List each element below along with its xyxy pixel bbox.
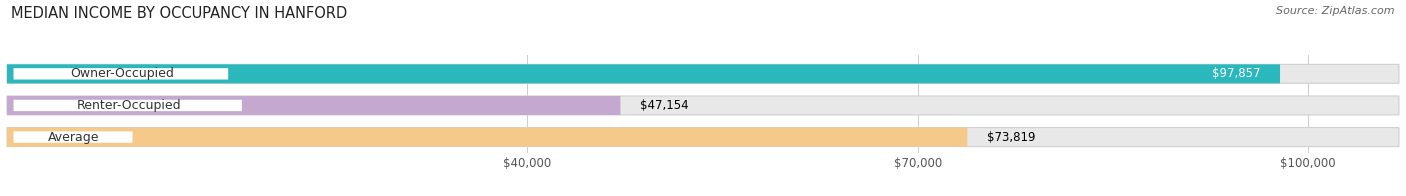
Text: $47,154: $47,154 [640, 99, 689, 112]
FancyBboxPatch shape [7, 128, 1399, 147]
FancyBboxPatch shape [14, 100, 242, 111]
Text: MEDIAN INCOME BY OCCUPANCY IN HANFORD: MEDIAN INCOME BY OCCUPANCY IN HANFORD [11, 6, 347, 21]
FancyBboxPatch shape [7, 96, 620, 115]
FancyBboxPatch shape [7, 64, 1399, 83]
FancyBboxPatch shape [14, 131, 132, 143]
Text: $73,819: $73,819 [987, 131, 1035, 144]
Text: $97,857: $97,857 [1212, 67, 1261, 80]
FancyBboxPatch shape [14, 68, 228, 80]
FancyBboxPatch shape [7, 128, 967, 147]
FancyBboxPatch shape [7, 96, 1399, 115]
FancyBboxPatch shape [7, 64, 1279, 83]
Text: Renter-Occupied: Renter-Occupied [76, 99, 181, 112]
Text: Source: ZipAtlas.com: Source: ZipAtlas.com [1277, 6, 1395, 16]
Text: Average: Average [48, 131, 100, 144]
Text: Owner-Occupied: Owner-Occupied [70, 67, 174, 80]
